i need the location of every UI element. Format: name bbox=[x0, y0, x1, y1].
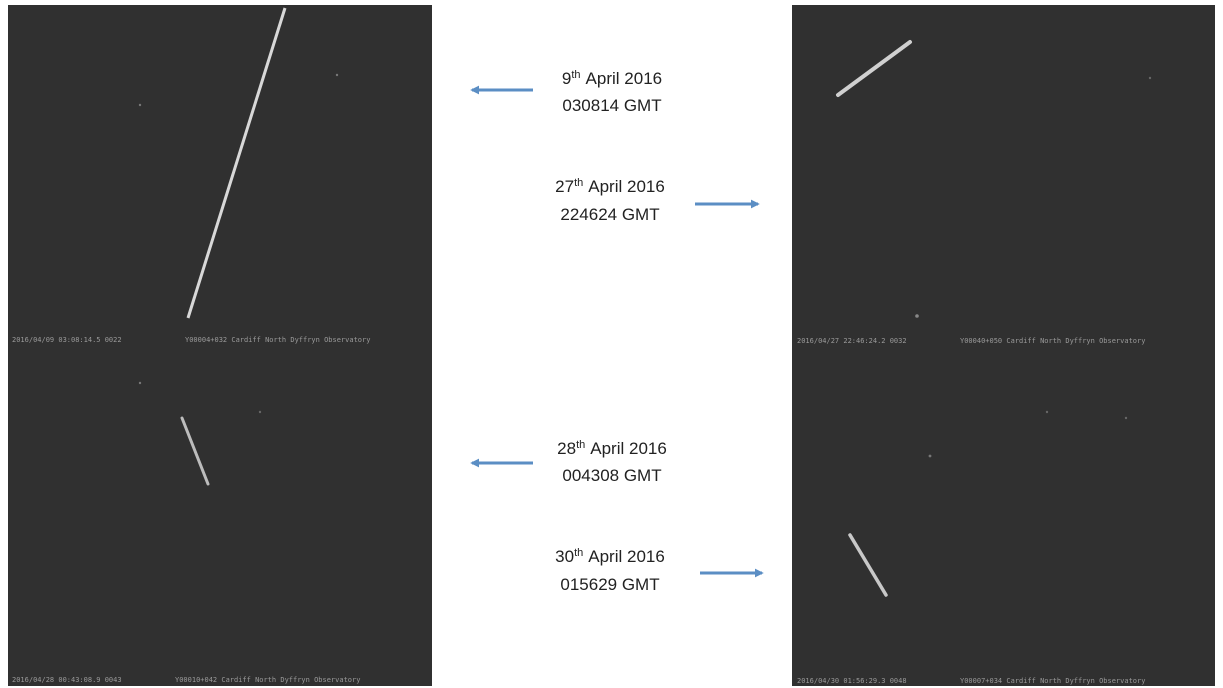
meteor-photo: 2016/04/30 01:56:29.3 0048 Y00007+034 Ca… bbox=[792, 346, 1215, 686]
time: 004308 GMT bbox=[562, 466, 661, 485]
label: 9th April 2016 030814 GMT bbox=[472, 69, 662, 115]
meteor-photo: 2016/04/27 22:46:24.2 0032 Y00040+050 Ca… bbox=[792, 5, 1215, 346]
date: 28th April 2016 bbox=[557, 439, 667, 458]
photo-station: Y00010+042 Cardiff North Dyffryn Observa… bbox=[175, 676, 360, 684]
photo-timestamp: 2016/04/09 03:08:14.5 0022 bbox=[12, 336, 122, 344]
date: 27th April 2016 bbox=[555, 177, 665, 196]
date: 30th April 2016 bbox=[555, 547, 665, 566]
month-year: April 2016 bbox=[586, 69, 663, 88]
label: 28th April 2016 004308 GMT bbox=[472, 439, 667, 485]
meteor-photo: 2016/04/28 00:43:08.9 0043 Y00010+042 Ca… bbox=[8, 346, 432, 686]
time: 030814 GMT bbox=[562, 96, 661, 115]
date: 9th April 2016 bbox=[562, 69, 662, 88]
day: 28 bbox=[557, 439, 576, 458]
suffix: th bbox=[574, 547, 583, 559]
label: 30th April 2016 015629 GMT bbox=[555, 547, 762, 594]
suffix: th bbox=[574, 177, 583, 189]
day: 27 bbox=[555, 177, 574, 196]
photo-timestamp: 2016/04/27 22:46:24.2 0032 bbox=[797, 337, 907, 345]
photo-station: Y00040+050 Cardiff North Dyffryn Observa… bbox=[960, 337, 1145, 345]
suffix: th bbox=[576, 439, 585, 451]
time: 224624 GMT bbox=[560, 205, 659, 224]
photo-station: Y00007+034 Cardiff North Dyffryn Observa… bbox=[960, 677, 1145, 685]
meteor-photo: 2016/04/09 03:08:14.5 0022 Y00004+032 Ca… bbox=[8, 5, 432, 346]
time: 015629 GMT bbox=[560, 575, 659, 594]
photo-timestamp: 2016/04/28 00:43:08.9 0043 bbox=[12, 676, 122, 684]
photo-timestamp: 2016/04/30 01:56:29.3 0048 bbox=[797, 677, 907, 685]
month-year: April 2016 bbox=[590, 439, 667, 458]
month-year: April 2016 bbox=[588, 547, 665, 566]
day: 30 bbox=[555, 547, 574, 566]
label: 27th April 2016 224624 GMT bbox=[555, 177, 758, 224]
suffix: th bbox=[571, 69, 580, 81]
figure: 2016/04/09 03:08:14.5 0022 Y00004+032 Ca… bbox=[0, 0, 1223, 688]
month-year: April 2016 bbox=[588, 177, 665, 196]
photo-station: Y00004+032 Cardiff North Dyffryn Observa… bbox=[185, 336, 370, 344]
day: 9 bbox=[562, 69, 571, 88]
